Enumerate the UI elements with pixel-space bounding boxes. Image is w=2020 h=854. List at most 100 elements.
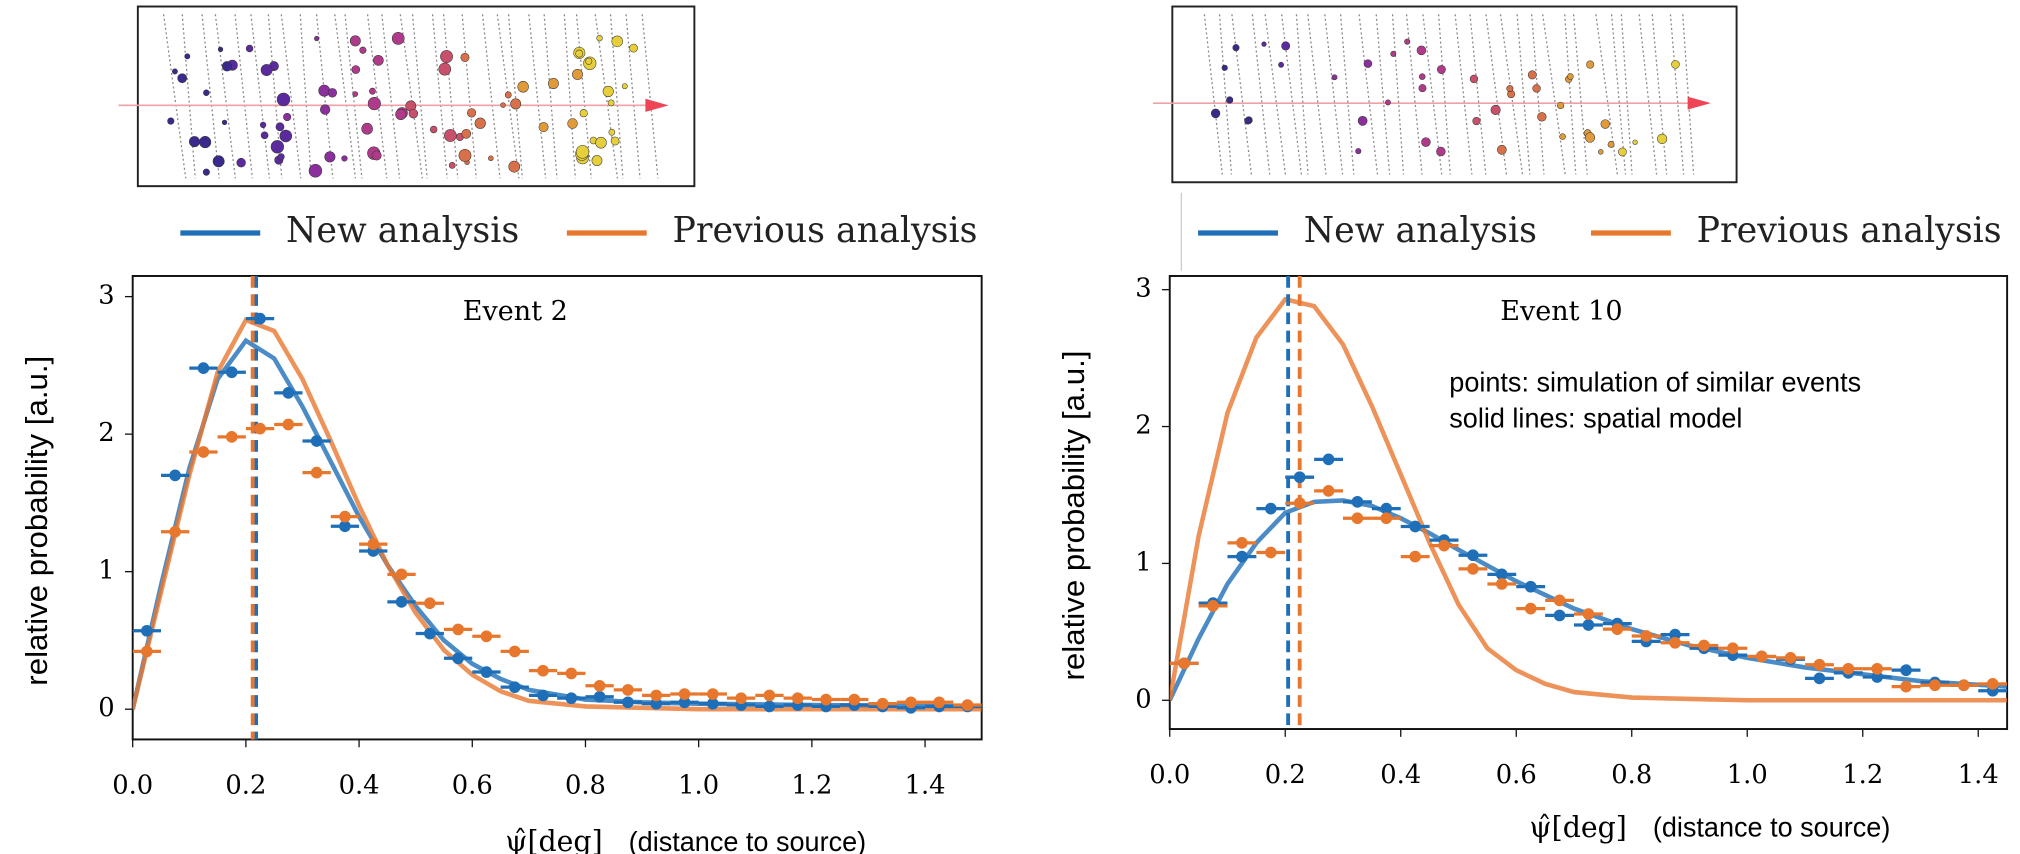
dom-hit xyxy=(595,136,607,149)
sim-point xyxy=(1409,550,1421,563)
sim-point xyxy=(1207,599,1219,612)
detector-string xyxy=(299,14,312,179)
y-tick-label: 3 xyxy=(1135,274,1151,304)
dom-hit xyxy=(1210,108,1221,119)
sim-point xyxy=(282,418,295,431)
sim-point xyxy=(1929,679,1941,692)
x-tick-label: 1.2 xyxy=(1842,760,1883,790)
dom-hit xyxy=(188,136,200,148)
dom-hit xyxy=(1418,84,1427,93)
dom-hit xyxy=(369,87,376,95)
y-tick-label: 0 xyxy=(98,693,114,723)
sim-point xyxy=(480,630,493,643)
sim-point xyxy=(1958,679,1970,692)
detector-string xyxy=(543,14,558,179)
x-tick-label: 1.4 xyxy=(905,770,946,800)
detector-string xyxy=(528,14,547,179)
dom-hit xyxy=(585,57,593,65)
sim-point xyxy=(367,538,380,551)
sim-point xyxy=(424,597,436,610)
dom-hit xyxy=(1385,99,1391,106)
sim-point xyxy=(537,689,549,702)
dom-hit xyxy=(1357,115,1368,126)
sim-point xyxy=(310,435,323,447)
sim-point xyxy=(1524,580,1537,593)
detector-string xyxy=(507,14,524,179)
sim-point xyxy=(1293,497,1306,510)
dom-hit xyxy=(395,108,407,121)
detector-string xyxy=(1375,14,1391,175)
dom-hit xyxy=(1490,104,1501,116)
sim-point xyxy=(141,645,153,658)
dom-hit xyxy=(538,122,549,133)
sim-point xyxy=(1409,520,1421,533)
dom-hit xyxy=(177,73,187,84)
dom-hit xyxy=(260,131,269,140)
detector-string xyxy=(162,14,187,179)
detector-string xyxy=(431,14,448,179)
dom-hit xyxy=(1586,60,1595,69)
sim-point xyxy=(1553,609,1566,622)
y-tick-label: 2 xyxy=(1135,410,1151,440)
dom-hit xyxy=(371,150,382,161)
sim-point xyxy=(1842,662,1855,675)
dom-hit xyxy=(504,91,512,99)
x-axis-note: (distance to source) xyxy=(1653,811,1891,842)
dom-hit xyxy=(611,35,623,48)
dom-hit xyxy=(1419,73,1426,80)
dom-hit xyxy=(602,85,614,97)
sim-point xyxy=(650,689,663,702)
sim-point xyxy=(1322,453,1335,466)
dom-hit xyxy=(1469,74,1479,84)
sim-point xyxy=(650,697,663,710)
dom-hit xyxy=(167,117,175,125)
dom-hit xyxy=(1527,70,1537,80)
dom-hit xyxy=(359,46,367,54)
legend-label: New analysis xyxy=(1304,211,1537,251)
dom-hit xyxy=(279,129,293,143)
dom-hit xyxy=(1557,101,1565,110)
detector-string xyxy=(366,14,388,179)
x-tick-label: 1.2 xyxy=(791,770,832,800)
detector-string xyxy=(201,14,220,179)
sim-point xyxy=(254,312,266,325)
dom-hit xyxy=(275,122,285,132)
sim-point xyxy=(1784,651,1797,664)
sim-point xyxy=(1611,623,1624,635)
dom-hit xyxy=(575,49,584,58)
dom-hit xyxy=(572,68,583,80)
x-tick-label: 0.2 xyxy=(225,770,266,800)
sim-point xyxy=(763,700,776,713)
dom-hit xyxy=(1390,50,1397,57)
dom-hit xyxy=(361,122,373,135)
dom-hit xyxy=(608,128,616,136)
dom-hit xyxy=(1437,65,1446,74)
dom-hit xyxy=(408,108,419,119)
y-axis-label: relative probability [a.u.] xyxy=(1056,351,1091,681)
detector-string xyxy=(1669,14,1685,175)
sim-point xyxy=(395,568,408,581)
track-arrow-head xyxy=(1687,96,1711,110)
sim-point xyxy=(1496,578,1508,590)
sim-point xyxy=(508,681,521,694)
x-tick-label: 1.0 xyxy=(1727,760,1768,790)
dom-hit xyxy=(1598,149,1604,155)
detector-string xyxy=(1651,14,1668,175)
detector-string xyxy=(641,14,659,179)
sim-point xyxy=(1467,563,1479,575)
dom-hit xyxy=(217,46,224,53)
sim-point xyxy=(1322,485,1335,497)
y-axis-label: relative probability [a.u.] xyxy=(19,356,54,686)
x-tick-label: 0.4 xyxy=(339,770,380,800)
sim-point xyxy=(622,684,634,696)
detector-string xyxy=(381,14,401,179)
sim-point xyxy=(1467,549,1479,562)
dom-hit xyxy=(260,64,273,76)
x-tick-label: 0.8 xyxy=(1611,760,1652,790)
dom-hit xyxy=(1278,61,1284,68)
dom-hit xyxy=(373,54,384,66)
dom-hit xyxy=(1532,84,1541,93)
sim-point xyxy=(225,366,238,379)
